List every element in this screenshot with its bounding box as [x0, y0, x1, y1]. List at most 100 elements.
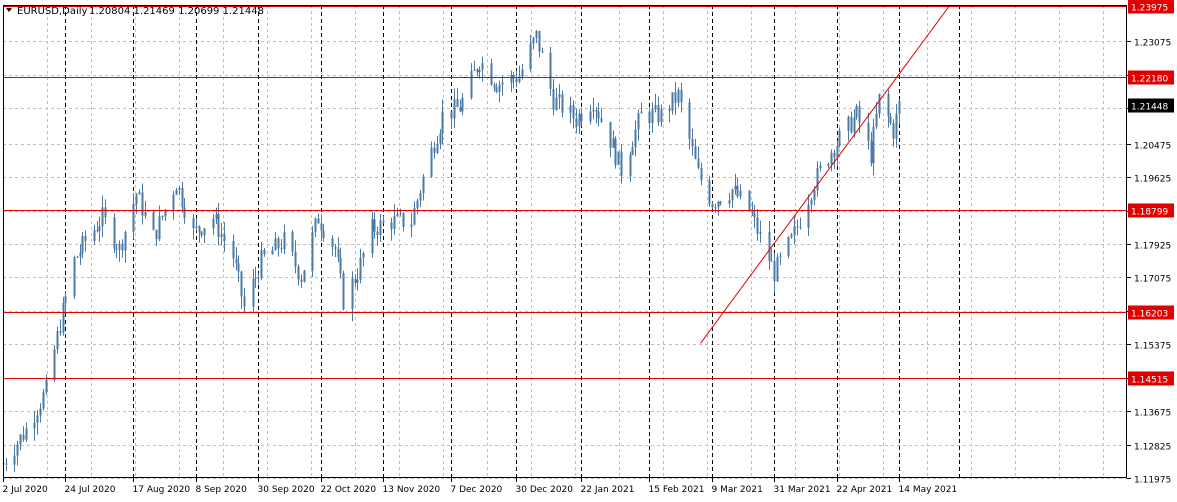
candle-body [612, 138, 615, 148]
candles [2, 30, 901, 473]
candle-body [717, 201, 720, 208]
candle-body [870, 140, 873, 164]
candle-body [373, 219, 376, 232]
candle-body [53, 349, 56, 380]
candle-body [359, 257, 362, 280]
candle-body [660, 108, 663, 123]
candle-body [847, 116, 850, 131]
time-tick-label: 13 Nov 2020 [383, 485, 441, 495]
time-tick-label: 15 Feb 2021 [649, 485, 705, 495]
candle-body [181, 187, 184, 208]
candle-body [124, 231, 127, 251]
candle-body [617, 151, 620, 165]
candle-body [317, 218, 320, 224]
candle-body [739, 190, 742, 197]
candle-body [892, 123, 895, 139]
candle-body [878, 93, 881, 114]
level-price-label: 1.22180 [1131, 75, 1168, 85]
candle-body [263, 250, 266, 255]
candle-body [697, 158, 700, 168]
triangle-down-icon[interactable] [6, 8, 12, 12]
horizontal-levels[interactable] [3, 6, 1127, 379]
candle-body [104, 207, 107, 218]
candle-body [354, 278, 357, 283]
candle-body [490, 63, 493, 85]
trend-line[interactable] [700, 4, 951, 344]
candle-body [322, 230, 325, 239]
candle-body [300, 279, 303, 282]
candle-body [115, 248, 118, 250]
candle-body [708, 180, 711, 204]
candle-body [212, 218, 215, 229]
candle-body [252, 278, 255, 307]
candle-body [416, 200, 419, 209]
candle-body [118, 243, 121, 250]
candle-body [671, 92, 674, 111]
candle-body [470, 70, 473, 98]
candle-body [331, 238, 334, 247]
candle-body [257, 277, 260, 279]
candle-body [609, 121, 612, 148]
candle-body [203, 228, 206, 236]
candle-body [450, 111, 453, 119]
candle-body [889, 116, 892, 124]
time-tick-label: 22 Jan 2021 [581, 485, 635, 495]
candle-body [719, 201, 722, 204]
candle-body [237, 263, 240, 272]
candle-body [753, 213, 756, 218]
trend-line-group[interactable] [700, 4, 951, 344]
candle-body [748, 190, 751, 210]
plot-area[interactable] [3, 5, 1127, 478]
candle-body [76, 256, 79, 258]
period-separators [65, 5, 960, 478]
candle-body [232, 240, 235, 259]
time-tick-label: 30 Dec 2020 [516, 485, 574, 495]
candle-body [175, 189, 178, 195]
candle-body [64, 296, 67, 303]
candle-body [16, 444, 19, 456]
candle-body [597, 111, 600, 119]
candle-body [351, 278, 354, 309]
candle-body [25, 428, 28, 440]
candle-body [600, 118, 603, 122]
candle-body [390, 222, 393, 230]
time-tick-label: 8 Sep 2020 [196, 485, 248, 495]
time-tick-label: 2 Jul 2020 [3, 485, 48, 495]
candle-body [356, 279, 359, 283]
candle-body [382, 220, 385, 223]
candle-body [339, 257, 342, 274]
candle-body [396, 213, 399, 216]
candle-body [578, 113, 581, 127]
price-tick-label: 1.17925 [1134, 242, 1171, 252]
candle-body [36, 415, 39, 423]
time-axis[interactable]: 2 Jul 2020 24 Jul 2020 17 Aug 2020 8 Sep 20… [3, 478, 958, 495]
price-tick-label: 1.11975 [1134, 476, 1171, 486]
candle-body [473, 69, 476, 71]
candle-body [217, 214, 220, 237]
level-price-label-bg [1128, 0, 1174, 14]
candle-body [833, 152, 836, 158]
candle-body [691, 139, 694, 147]
candle-body [751, 209, 754, 214]
candle-body [677, 89, 680, 103]
candle-body [629, 154, 632, 177]
level-price-label: 1.23975 [1131, 4, 1168, 14]
candle-body [98, 226, 101, 231]
candle-body [371, 219, 374, 254]
time-tick-label: 22 Oct 2020 [321, 485, 377, 495]
candle-body [243, 296, 246, 307]
candle-body [172, 194, 175, 210]
candle-body [651, 109, 654, 124]
candle-body [240, 271, 243, 297]
candle-body [867, 122, 870, 141]
candle-body [634, 129, 637, 148]
candle-body [413, 208, 416, 225]
candle-body [810, 200, 813, 205]
candle-body [555, 97, 558, 110]
level-price-label-bg [1128, 371, 1174, 386]
plot-frame [3, 5, 1127, 478]
time-tick-label: 17 Aug 2020 [133, 485, 191, 495]
level-price-label-bg [1128, 305, 1174, 320]
